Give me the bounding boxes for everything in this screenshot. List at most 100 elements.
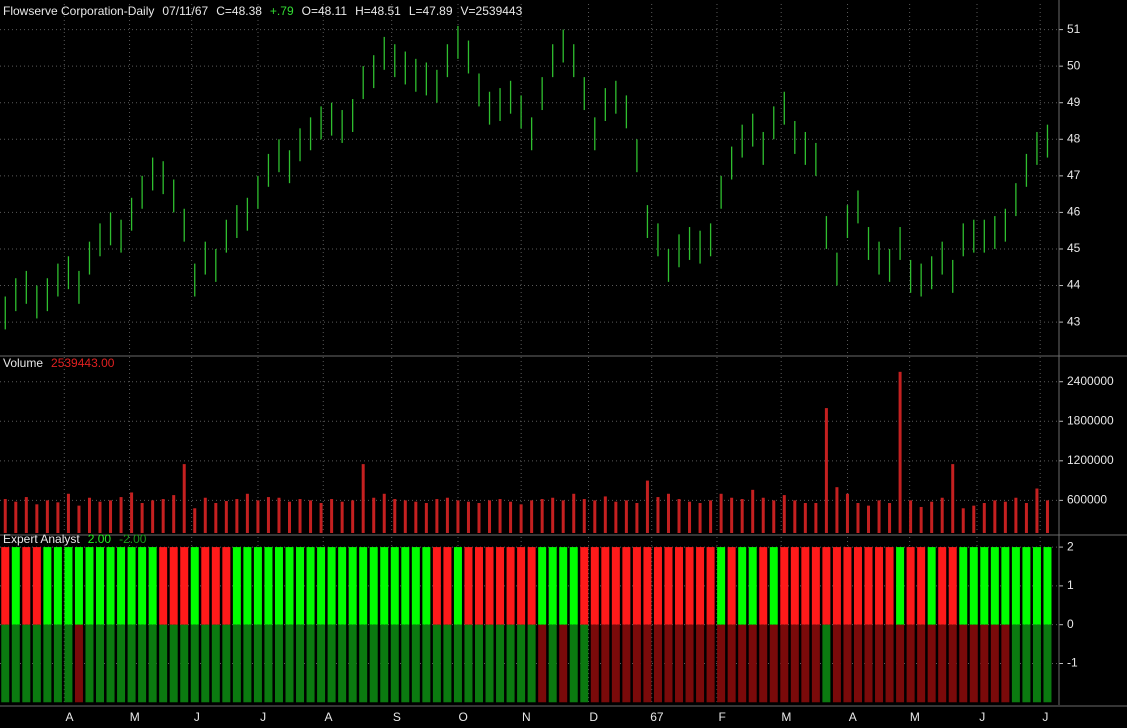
signal-bar bbox=[390, 624, 399, 703]
signal-bar bbox=[611, 624, 620, 703]
signal-bar bbox=[380, 547, 389, 625]
x-tick-label: N bbox=[522, 710, 531, 724]
y-tick-label: 600000 bbox=[1067, 493, 1107, 507]
volume-bar bbox=[361, 464, 365, 533]
signal-bar bbox=[359, 624, 368, 703]
signal-bar bbox=[696, 547, 705, 625]
signal-bar bbox=[506, 547, 515, 625]
signal-bar bbox=[822, 624, 831, 703]
signal-bar bbox=[864, 547, 873, 625]
signal-bar bbox=[96, 547, 105, 625]
signal-bar bbox=[169, 547, 178, 625]
signal-bar bbox=[159, 624, 168, 703]
volume-bar bbox=[414, 501, 418, 533]
volume-bar bbox=[509, 501, 513, 533]
signal-bar bbox=[285, 624, 294, 703]
signal-bar bbox=[201, 547, 210, 625]
volume-bar bbox=[835, 487, 839, 533]
header-volume: V=2539443 bbox=[461, 4, 523, 18]
signal-bar bbox=[474, 547, 483, 625]
x-tick-label: J bbox=[979, 710, 985, 724]
signal-bar bbox=[453, 547, 462, 625]
volume-bar bbox=[1014, 497, 1018, 533]
header-low: L=47.89 bbox=[409, 4, 453, 18]
signal-bar bbox=[1032, 624, 1041, 703]
volume-bar bbox=[751, 489, 755, 533]
signal-bar bbox=[832, 624, 841, 703]
signal-bar bbox=[243, 547, 252, 625]
signal-bar bbox=[927, 624, 936, 703]
volume-bar bbox=[877, 500, 881, 533]
y-tick-label: -1 bbox=[1067, 656, 1078, 670]
signal-bar bbox=[496, 624, 505, 703]
volume-bar bbox=[645, 480, 649, 533]
signal-bar bbox=[759, 547, 768, 625]
signal-bar bbox=[138, 547, 147, 625]
volume-bar bbox=[888, 503, 892, 533]
header-close: C=48.38 bbox=[216, 4, 262, 18]
signal-bar bbox=[917, 547, 926, 625]
signal-bar bbox=[380, 624, 389, 703]
volume-bar bbox=[66, 493, 70, 533]
signal-bar bbox=[43, 624, 52, 703]
volume-bar bbox=[961, 508, 965, 533]
x-tick-label: A bbox=[324, 710, 332, 724]
y-tick-label: 1800000 bbox=[1067, 413, 1114, 427]
volume-bar bbox=[856, 503, 860, 533]
signal-bar bbox=[432, 624, 441, 703]
signal-bar bbox=[527, 624, 536, 703]
volume-bar bbox=[814, 503, 818, 533]
signal-bar bbox=[117, 547, 126, 625]
signal-bar bbox=[843, 547, 852, 625]
signal-bar bbox=[232, 547, 241, 625]
volume-bar bbox=[403, 500, 407, 533]
signal-bar bbox=[32, 547, 41, 625]
x-tick-label: M bbox=[781, 710, 791, 724]
volume-bar bbox=[993, 500, 997, 533]
volume-bar bbox=[193, 508, 197, 533]
x-tick-label: S bbox=[393, 710, 401, 724]
signal-bar bbox=[548, 624, 557, 703]
signal-bar bbox=[906, 624, 915, 703]
header-high: H=48.51 bbox=[355, 4, 401, 18]
x-tick-label: A bbox=[849, 710, 857, 724]
signal-bar bbox=[643, 624, 652, 703]
signal-bar bbox=[917, 624, 926, 703]
signal-bar bbox=[601, 624, 610, 703]
volume-bar bbox=[182, 464, 186, 533]
expert-header: Expert Analyst 2.00 -2.00 bbox=[3, 532, 147, 546]
y-tick-label: 1200000 bbox=[1067, 453, 1114, 467]
y-tick-label: 44 bbox=[1067, 278, 1081, 292]
signal-bar bbox=[790, 547, 799, 625]
signal-bar bbox=[22, 547, 31, 625]
volume-bar bbox=[435, 499, 439, 533]
volume-bar bbox=[1045, 500, 1049, 533]
volume-bar bbox=[351, 500, 355, 533]
x-tick-label: M bbox=[130, 710, 140, 724]
volume-bar bbox=[151, 500, 155, 533]
x-tick-label: O bbox=[459, 710, 468, 724]
volume-bar bbox=[340, 501, 344, 533]
signal-bar bbox=[296, 624, 305, 703]
signal-bar bbox=[832, 547, 841, 625]
volume-bar bbox=[1035, 488, 1039, 533]
volume-bar bbox=[919, 506, 923, 533]
signal-bar bbox=[569, 624, 578, 703]
signal-bar bbox=[969, 547, 978, 625]
volume-bar bbox=[740, 499, 744, 533]
y-tick-label: 49 bbox=[1067, 95, 1081, 109]
volume-bar bbox=[288, 501, 292, 533]
panel-title: Volume bbox=[3, 356, 43, 370]
x-tick-label: D bbox=[589, 710, 598, 724]
volume-bar bbox=[277, 497, 281, 533]
signal-bar bbox=[348, 624, 357, 703]
volume-bar bbox=[666, 493, 670, 533]
signal-bar bbox=[938, 547, 947, 625]
volume-bar bbox=[519, 504, 523, 533]
volume-bar bbox=[698, 503, 702, 533]
y-tick-label: 0 bbox=[1067, 617, 1074, 631]
signal-bar bbox=[422, 624, 431, 703]
volume-bar bbox=[982, 503, 986, 533]
volume-bar bbox=[498, 499, 502, 533]
